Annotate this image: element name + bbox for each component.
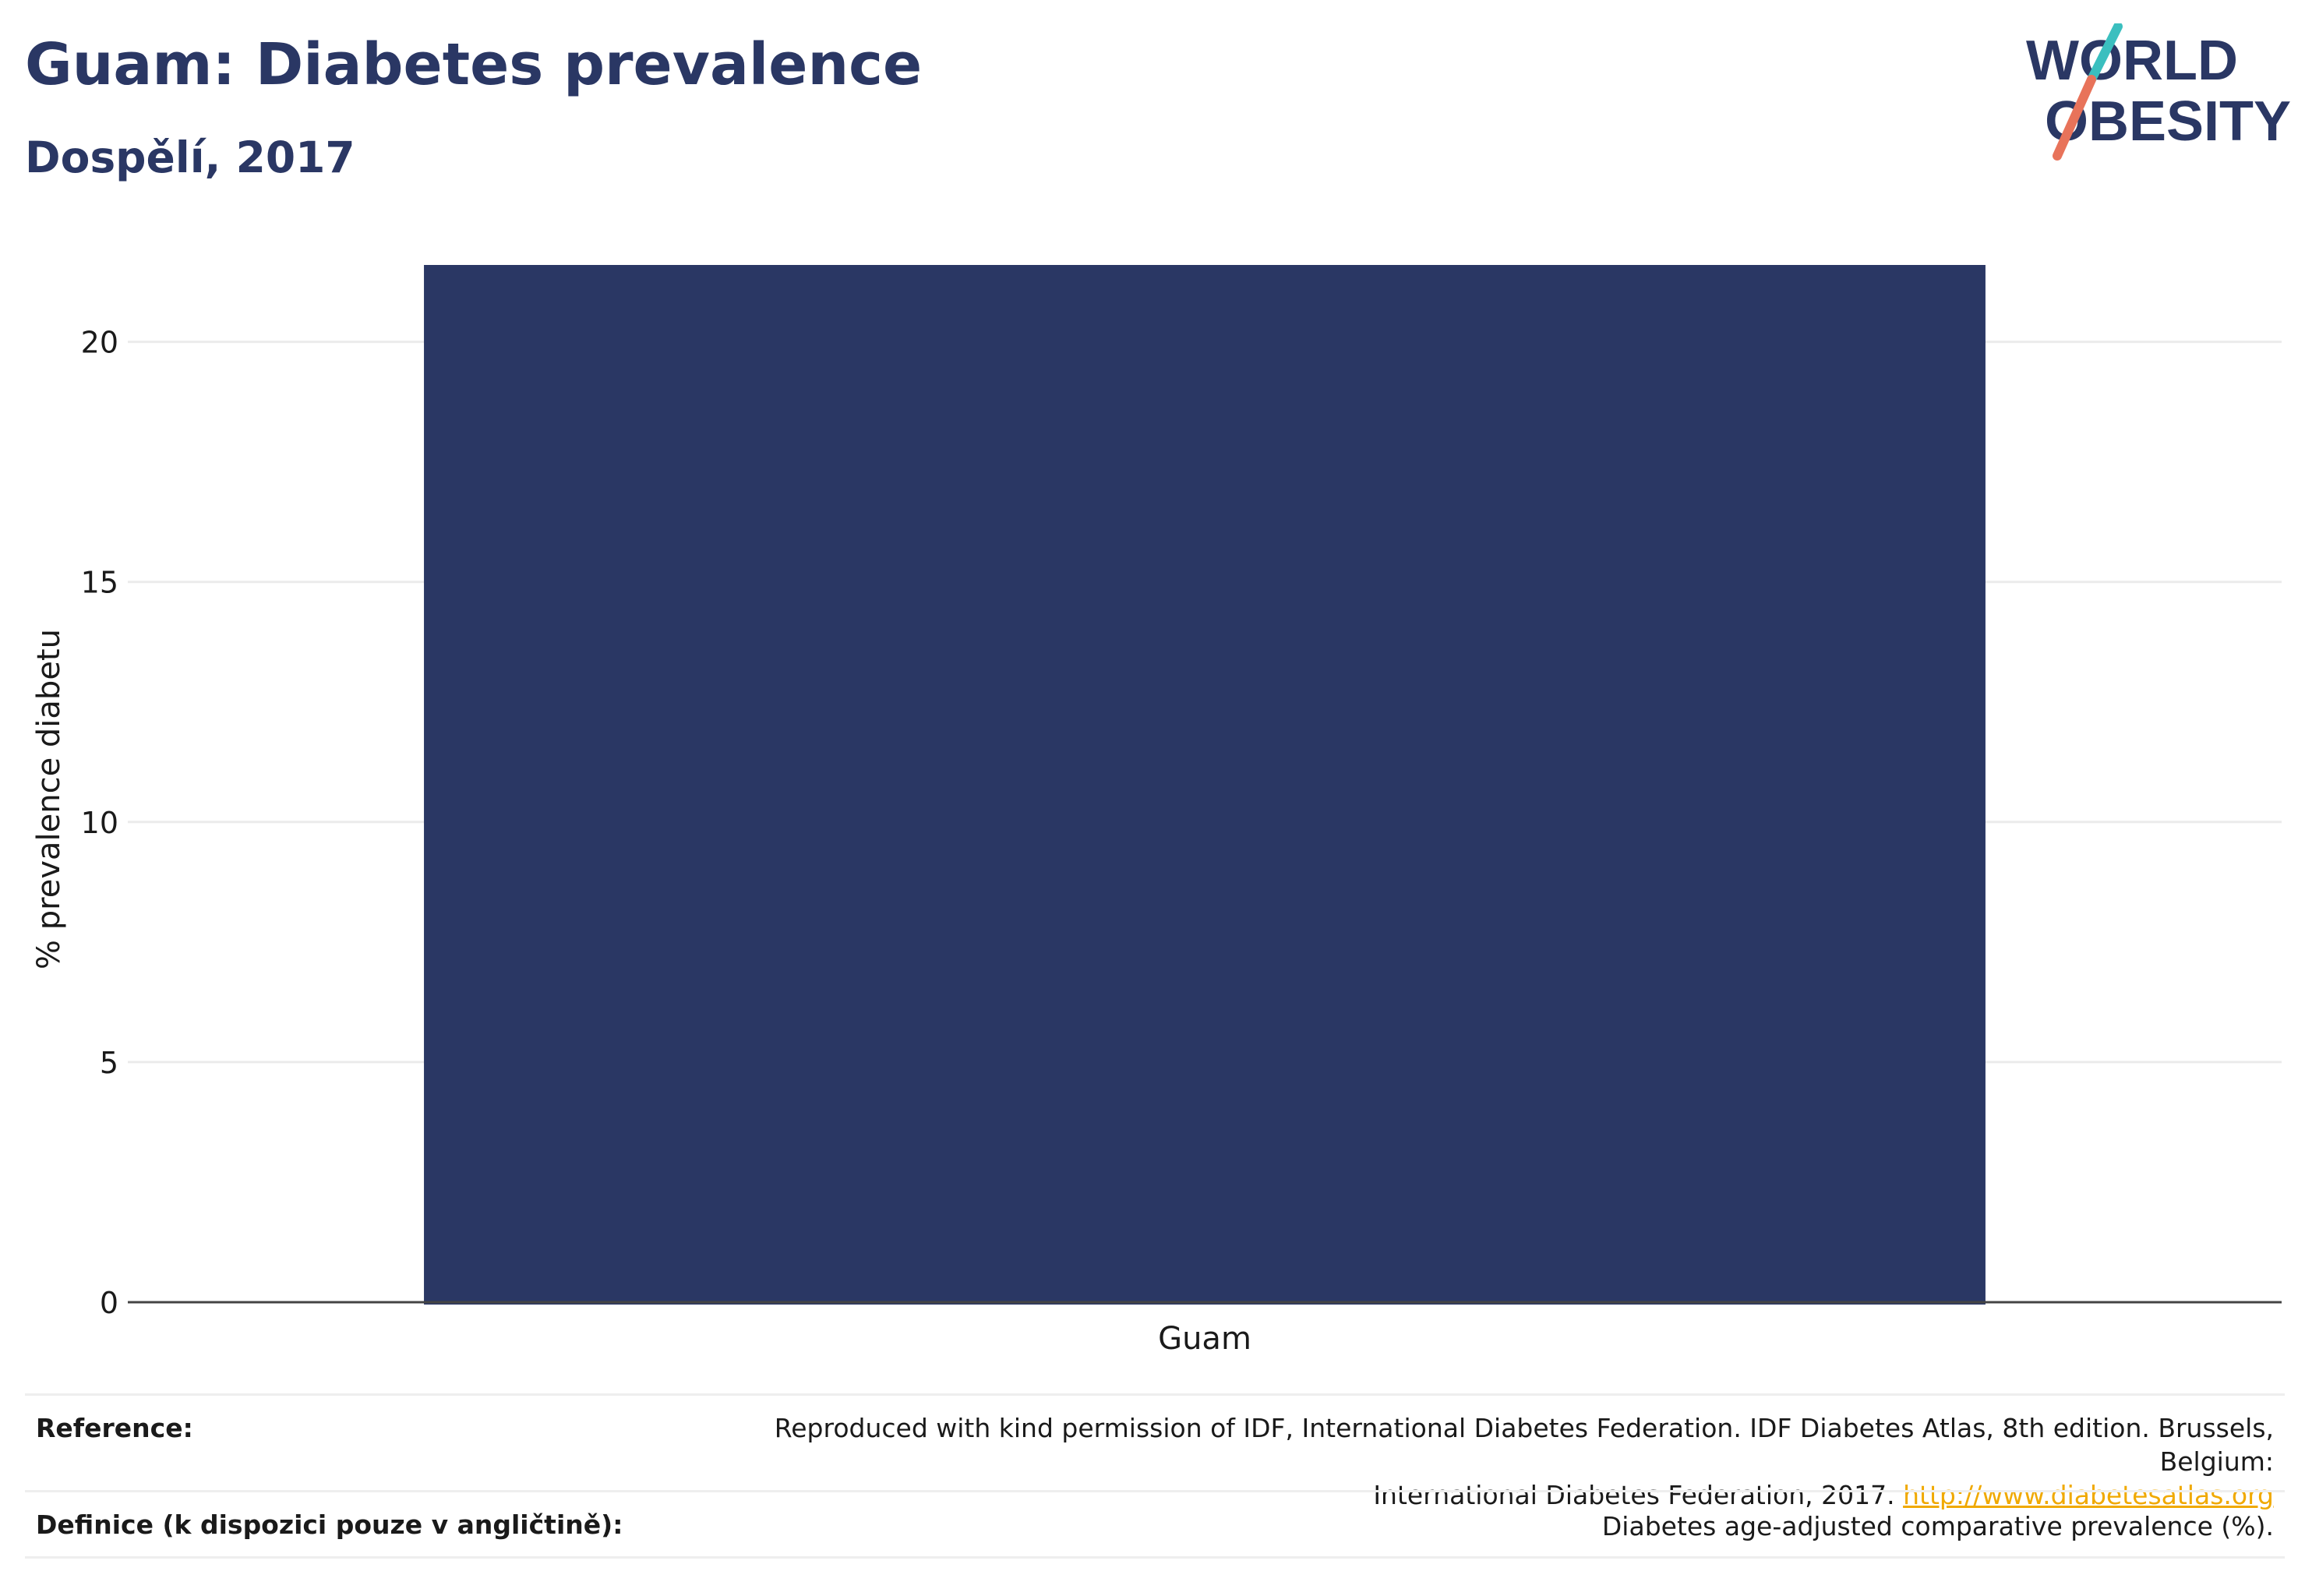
y-tick-label: 20 <box>81 326 118 360</box>
reference-link[interactable]: http://www.diabetesatlas.org <box>1903 1480 2274 1510</box>
definition-row: Definice (k dispozici pouze v angličtině… <box>25 1490 2285 1559</box>
bar-chart: 0 5 10 15 20 Guam % prevalence diabetu <box>31 265 2282 1357</box>
logo-slash-top <box>2087 23 2123 84</box>
x-tick-label: Guam <box>1158 1321 1251 1357</box>
reference-text: Reproduced with kind permission of IDF, … <box>715 1411 2274 1512</box>
world-obesity-logo[interactable]: WORLD OBESITY <box>2026 23 2291 171</box>
y-axis-label: % prevalence diabetu <box>31 629 67 969</box>
axes: 0 5 10 15 20 Guam <box>81 326 2282 1357</box>
reference-label: Reference: <box>36 1413 193 1443</box>
y-tick-label: 10 <box>81 806 118 840</box>
y-tick-label: 0 <box>100 1286 118 1320</box>
reference-text-line2-text: International Diabetes Federation, 2017. <box>1373 1480 1895 1510</box>
logo-slash-bottom <box>2053 75 2096 161</box>
y-tick-label: 15 <box>81 566 118 600</box>
definition-label: Definice (k dispozici pouze v angličtině… <box>36 1509 623 1540</box>
reference-row: Reference: Reproduced with kind permissi… <box>25 1393 2285 1510</box>
logo-line-world: WORLD <box>2026 30 2238 92</box>
bars <box>424 265 1986 1305</box>
reference-text-line2: International Diabetes Federation, 2017.… <box>715 1478 2274 1512</box>
y-tick-label: 5 <box>100 1046 118 1080</box>
chart-title: Guam: Diabetes prevalence <box>25 31 923 98</box>
definition-text: Diabetes age-adjusted comparative preval… <box>1601 1511 2274 1541</box>
chart-subtitle: Dospělí, 2017 <box>25 132 355 182</box>
reference-text-line1: Reproduced with kind permission of IDF, … <box>774 1413 2274 1477</box>
bar-guam[interactable] <box>424 265 1986 1305</box>
